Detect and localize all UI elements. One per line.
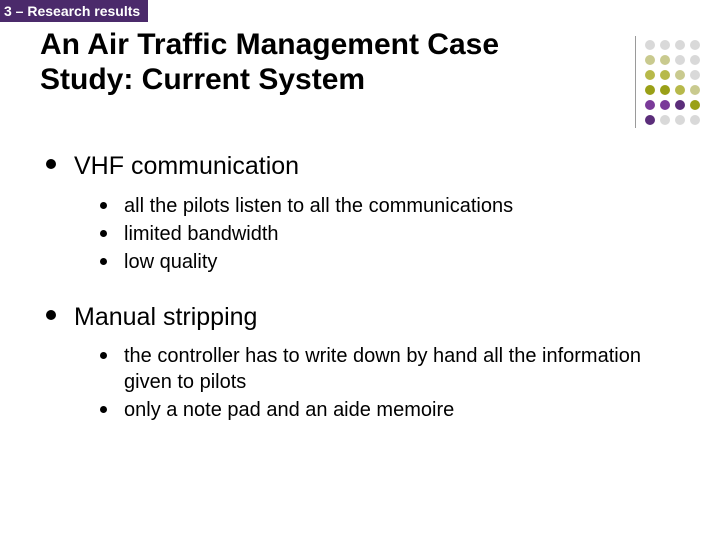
bullet-list: VHF communication all the pilots listen …	[42, 150, 660, 423]
decor-dot	[645, 40, 655, 50]
decor-dot	[690, 40, 700, 50]
decor-dot	[645, 55, 655, 65]
decor-dot	[675, 100, 685, 110]
sub-list-item-text: only a note pad and an aide memoire	[124, 399, 454, 421]
decor-dot	[690, 55, 700, 65]
sub-list-item-text: low quality	[124, 251, 217, 273]
decor-dot	[660, 85, 670, 95]
sub-list-item: only a note pad and an aide memoire	[98, 397, 660, 423]
sub-list: all the pilots listen to all the communi…	[74, 193, 660, 275]
sub-list-item: limited bandwidth	[98, 221, 660, 247]
title-divider	[635, 36, 636, 128]
decor-dot	[645, 115, 655, 125]
decor-dot	[660, 115, 670, 125]
decor-dot	[690, 115, 700, 125]
sub-list-item-text: the controller has to write down by hand…	[124, 345, 641, 393]
decor-dot	[660, 100, 670, 110]
decor-dot	[675, 70, 685, 80]
decor-dot	[645, 100, 655, 110]
content-area: VHF communication all the pilots listen …	[42, 150, 660, 449]
decor-dot	[645, 70, 655, 80]
sub-list-item: the controller has to write down by hand…	[98, 343, 660, 395]
decor-dot	[675, 40, 685, 50]
sub-list-item: all the pilots listen to all the communi…	[98, 193, 660, 219]
sub-list-item: low quality	[98, 249, 660, 275]
list-item: Manual stripping the controller has to w…	[42, 301, 660, 424]
list-item-label: Manual stripping	[74, 303, 257, 331]
decor-dot	[660, 40, 670, 50]
page-title: An Air Traffic Management Case Study: Cu…	[40, 28, 590, 97]
list-item: VHF communication all the pilots listen …	[42, 150, 660, 275]
decor-dot	[660, 55, 670, 65]
sub-list: the controller has to write down by hand…	[74, 343, 660, 423]
decor-dot	[675, 115, 685, 125]
decor-dots	[645, 40, 702, 127]
decor-dot	[690, 85, 700, 95]
section-tag: 3 – Research results	[0, 0, 148, 22]
decor-dot	[690, 100, 700, 110]
section-tag-text: 3 – Research results	[4, 3, 140, 19]
decor-dot	[690, 70, 700, 80]
page-title-text: An Air Traffic Management Case Study: Cu…	[40, 28, 499, 96]
sub-list-item-text: all the pilots listen to all the communi…	[124, 195, 513, 217]
decor-dot	[675, 85, 685, 95]
decor-dot	[675, 55, 685, 65]
decor-dot	[645, 85, 655, 95]
sub-list-item-text: limited bandwidth	[124, 223, 279, 245]
list-item-label: VHF communication	[74, 152, 299, 180]
decor-dot	[660, 70, 670, 80]
